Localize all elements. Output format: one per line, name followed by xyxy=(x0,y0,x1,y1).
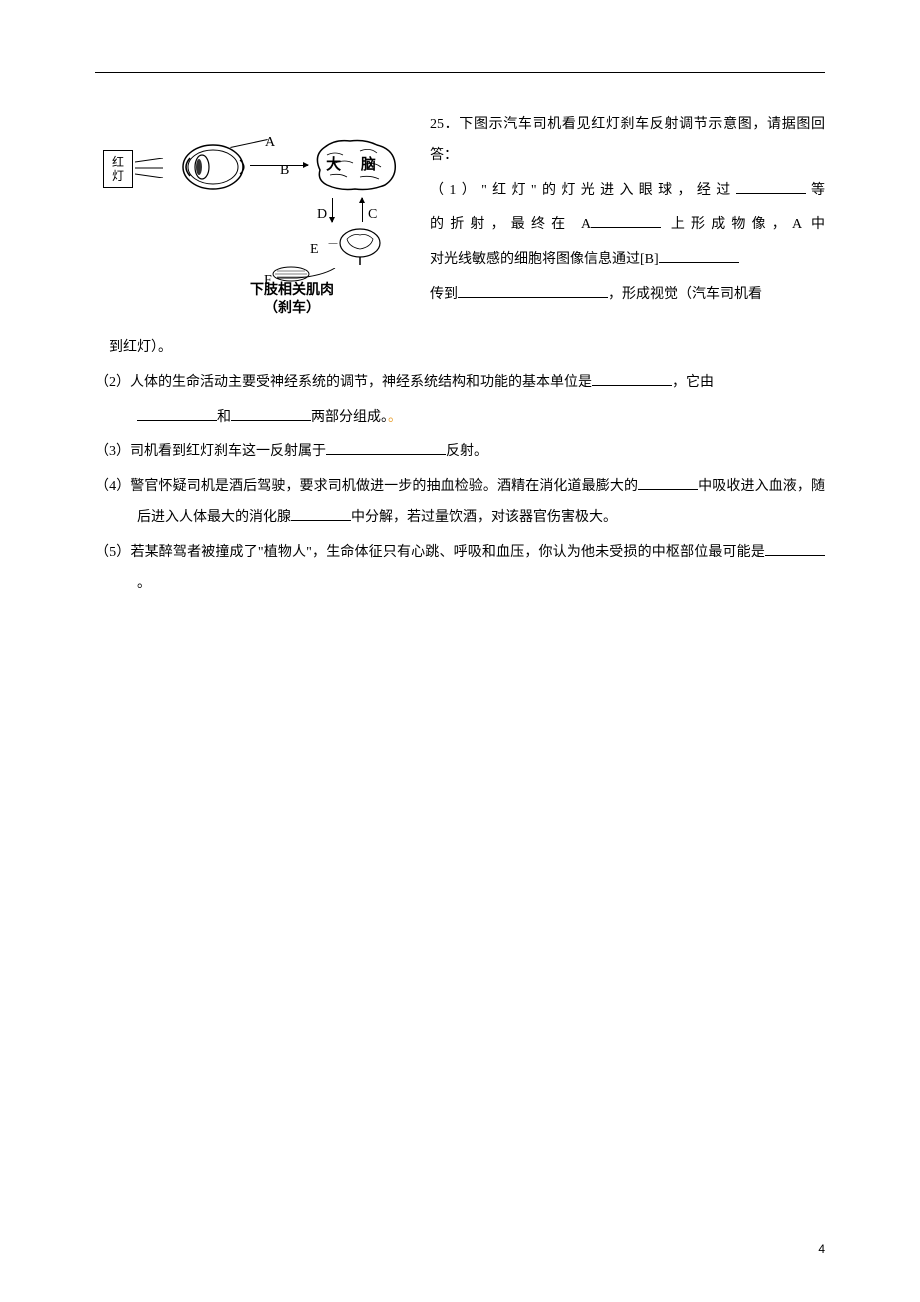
blank-1b xyxy=(591,212,661,229)
q25-5-text3: 。 xyxy=(137,576,151,591)
red-light-box: 红 灯 xyxy=(103,150,133,188)
q25-1-end: 到红灯）。 xyxy=(95,333,825,364)
muscle-label-line1: 下肢相关肌肉 xyxy=(250,283,334,298)
q25-4-text2: 中 xyxy=(698,479,712,494)
blank-2a xyxy=(592,369,672,386)
q25-intro: 25．下图示汽车司机看见红灯刹车反射调节示意图，请据图回答： xyxy=(430,110,825,172)
q25-2-line1: （2）人体的生命活动主要受神经系统的调节，神经系统结构和功能的基本单位是 ，它由 xyxy=(95,368,825,399)
q25-2-text2: ，它由 xyxy=(672,375,714,390)
q25-1-text2a: 的折射，最终在 A xyxy=(430,217,591,232)
q25-1-line2: 的折射，最终在 A 上形成物像，A 中 xyxy=(430,210,825,241)
blank-1d xyxy=(458,281,608,298)
label-A: A xyxy=(265,128,275,159)
label-E: E xyxy=(310,235,319,266)
q25-1-line3: 对光线敏感的细胞将图像信息通过[B] xyxy=(430,245,825,276)
q25-1-text1: （1）"红灯"的灯光进入眼球，经过 xyxy=(430,183,736,198)
q25-3-text1: （3）司机看到红灯刹车这一反射属于 xyxy=(95,444,326,459)
spinal-cord-icon xyxy=(335,225,385,265)
blank-4b xyxy=(291,504,351,521)
question-25-top-row: 红 灯 A B 大 脑 xyxy=(95,110,825,325)
muscle-label-line2: （刹车） xyxy=(264,301,320,316)
label-B: B xyxy=(280,156,289,187)
eye-icon xyxy=(180,140,250,195)
question-25-side-text: 25．下图示汽车司机看见红灯刹车反射调节示意图，请据图回答： （1）"红灯"的灯… xyxy=(430,110,825,315)
arrow-B xyxy=(250,165,308,166)
q25-1-text5: ，形成视觉（汽车司机看 xyxy=(608,287,762,302)
q25-1-line1: （1）"红灯"的灯光进入眼球，经过 等 xyxy=(430,176,825,207)
q25-3: （3）司机看到红灯刹车这一反射属于 反射。 xyxy=(95,437,825,468)
brain-label: 大 脑 xyxy=(326,149,384,182)
q25-5: （5）若某醉驾者被撞成了"植物人"，生命体征只有心跳、呼吸和血压，你认为他未受损… xyxy=(95,538,825,600)
q25-2-text4: 两部分组成。 xyxy=(311,410,388,425)
orange-period-icon: 。 xyxy=(388,410,402,425)
q25-4-text1: （4）警官怀疑司机是酒后驾驶，要求司机做进一步的抽血检验。酒精在消化道最膨大的 xyxy=(95,479,638,494)
page-number: 4 xyxy=(818,1236,825,1262)
muscle-icon xyxy=(271,265,311,283)
blank-3a xyxy=(326,439,446,456)
q25-4: （4）警官怀疑司机是酒后驾驶，要求司机做进一步的抽血检验。酒精在消化道最膨大的中… xyxy=(95,472,825,534)
q25-5-text2: 位最可能是 xyxy=(694,545,765,560)
blank-2b xyxy=(137,404,217,421)
light-rays-icon xyxy=(135,158,165,178)
reflex-diagram: 红 灯 A B 大 脑 xyxy=(95,110,415,325)
q25-1-text4: 传到 xyxy=(430,287,458,302)
q25-2-text3: 和 xyxy=(217,410,231,425)
q25-5-text1: （5）若某醉驾者被撞成了"植物人"，生命体征只有心跳、呼吸和血压，你认为他未受损… xyxy=(95,545,694,560)
red-light-char2: 灯 xyxy=(112,169,124,183)
brain-icon: 大 脑 xyxy=(305,135,405,195)
q25-2-text1: （2）人体的生命活动主要受神经系统的调节，神经系统结构和功能的基本单位是 xyxy=(95,375,592,390)
blank-1a xyxy=(736,177,806,194)
arrow-D-icon xyxy=(332,198,333,222)
arrow-C-icon xyxy=(362,198,363,222)
q25-1-text3: 对光线敏感的细胞将图像信息通过[B] xyxy=(430,252,659,267)
q25-1-deng: 等 xyxy=(806,183,825,198)
red-light-char1: 红 xyxy=(112,155,124,169)
muscle-label: 下肢相关肌肉 （刹车） xyxy=(250,282,334,318)
blank-1c xyxy=(659,246,739,263)
q25-1-line4: 传到 ，形成视觉（汽车司机看 xyxy=(430,280,825,311)
q25-4-text4: 中分解，若过量饮酒，对该器官伤害极大。 xyxy=(351,510,617,525)
blank-2c xyxy=(231,404,311,421)
q25-3-text2: 反射。 xyxy=(446,444,488,459)
page-top-border xyxy=(95,72,825,73)
label-D: D xyxy=(317,200,327,231)
q25-2-line2: 和 两部分组成。。 xyxy=(95,403,825,434)
blank-4a xyxy=(638,473,698,490)
q25-1-text2b: 上形成物像，A 中 xyxy=(661,217,825,232)
blank-5a xyxy=(765,539,825,556)
